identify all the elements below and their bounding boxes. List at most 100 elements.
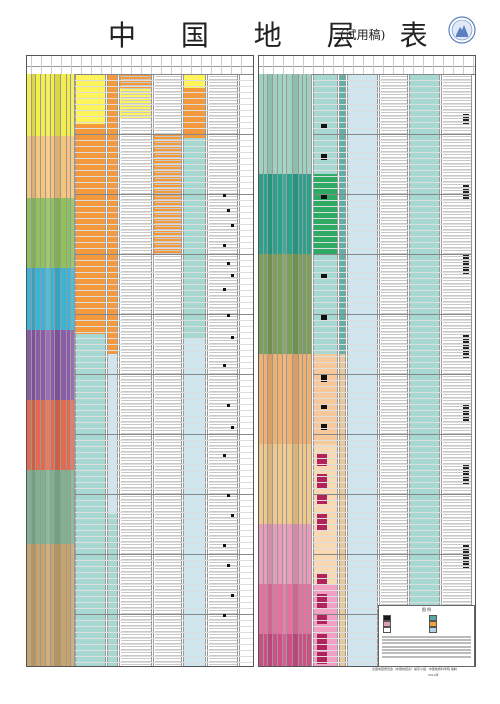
marker-tick bbox=[223, 544, 226, 547]
era-band bbox=[50, 268, 54, 330]
text-texture bbox=[155, 74, 181, 666]
header-divider bbox=[27, 66, 253, 67]
era-band bbox=[40, 400, 45, 470]
era-band bbox=[60, 330, 66, 400]
era-band bbox=[70, 544, 74, 666]
header-tick bbox=[303, 56, 304, 74]
column-divider bbox=[267, 74, 268, 666]
era-band bbox=[35, 330, 40, 400]
header-tick bbox=[221, 56, 222, 74]
era-band bbox=[302, 254, 306, 354]
facies-band bbox=[183, 338, 205, 666]
era-band bbox=[298, 584, 302, 634]
column-divider bbox=[205, 74, 206, 666]
era-band bbox=[31, 198, 35, 268]
column-divider bbox=[298, 74, 299, 666]
header-tick bbox=[313, 56, 314, 74]
era-band bbox=[298, 74, 302, 174]
header-tick bbox=[363, 56, 364, 74]
era-band bbox=[66, 544, 70, 666]
era-band bbox=[27, 544, 31, 666]
era-band bbox=[70, 268, 74, 330]
facies-band bbox=[75, 124, 105, 334]
era-band bbox=[50, 198, 54, 268]
era-band bbox=[259, 254, 263, 354]
era-band bbox=[54, 400, 60, 470]
era-band bbox=[60, 400, 66, 470]
era-band bbox=[272, 444, 277, 524]
legend-note-line bbox=[382, 636, 471, 638]
header-divider bbox=[259, 66, 475, 67]
legend-note-line bbox=[382, 649, 471, 651]
column-divider bbox=[153, 74, 154, 666]
era-band bbox=[40, 544, 45, 666]
dark-block bbox=[321, 274, 327, 278]
era-band bbox=[263, 74, 267, 174]
era-band bbox=[306, 354, 311, 444]
text-texture bbox=[209, 74, 237, 666]
era-band bbox=[286, 524, 292, 584]
era-band bbox=[27, 330, 31, 400]
era-band bbox=[66, 400, 70, 470]
header-tick bbox=[283, 56, 284, 74]
column-divider bbox=[302, 74, 303, 666]
era-band bbox=[292, 584, 298, 634]
column-divider bbox=[277, 74, 278, 666]
column-divider bbox=[75, 74, 76, 666]
legend-title: 图 例 bbox=[421, 607, 432, 612]
column-divider bbox=[337, 74, 338, 666]
era-band bbox=[298, 524, 302, 584]
header-tick bbox=[101, 56, 102, 74]
era-band bbox=[66, 330, 70, 400]
header-tick bbox=[343, 56, 344, 74]
facies-band bbox=[339, 74, 345, 354]
era-band bbox=[35, 268, 40, 330]
marker-tick bbox=[223, 454, 226, 457]
era-band bbox=[40, 470, 45, 544]
dark-block bbox=[321, 314, 327, 320]
era-band bbox=[263, 584, 267, 634]
era-band bbox=[45, 544, 50, 666]
era-band bbox=[31, 268, 35, 330]
era-band bbox=[66, 198, 70, 268]
survey-emblem-icon bbox=[448, 16, 476, 44]
title-area: 中 国 地 层 表 (试用稿) bbox=[0, 14, 500, 58]
era-band bbox=[282, 174, 286, 254]
era-band bbox=[70, 330, 74, 400]
column-divider bbox=[439, 74, 440, 666]
column-divider bbox=[377, 74, 378, 666]
era-band bbox=[45, 330, 50, 400]
era-band bbox=[298, 444, 302, 524]
header-tick bbox=[151, 56, 152, 74]
era-band bbox=[40, 136, 45, 198]
era-band bbox=[31, 136, 35, 198]
era-band bbox=[27, 268, 31, 330]
header-tick bbox=[273, 56, 274, 74]
header-tick bbox=[293, 56, 294, 74]
era-band bbox=[302, 444, 306, 524]
era-band bbox=[277, 254, 282, 354]
era-band bbox=[267, 584, 272, 634]
header-tick bbox=[403, 56, 404, 74]
header-tick bbox=[51, 56, 52, 74]
column-divider bbox=[117, 74, 118, 666]
era-band bbox=[35, 136, 40, 198]
header-tick bbox=[463, 56, 464, 74]
era-band bbox=[50, 330, 54, 400]
column-divider bbox=[306, 74, 307, 666]
era-band bbox=[66, 268, 70, 330]
column-divider bbox=[74, 74, 75, 666]
dark-block bbox=[321, 124, 327, 128]
column-divider bbox=[339, 74, 340, 666]
legend-note-line bbox=[382, 652, 471, 654]
marker-tick bbox=[223, 194, 226, 197]
era-band bbox=[54, 544, 60, 666]
era-band bbox=[277, 354, 282, 444]
magenta-block bbox=[317, 574, 327, 584]
marker-tick bbox=[227, 209, 230, 212]
header-tick bbox=[181, 56, 182, 74]
era-band bbox=[66, 470, 70, 544]
era-band bbox=[306, 524, 311, 584]
text-texture bbox=[381, 74, 407, 666]
header-tick bbox=[81, 56, 82, 74]
